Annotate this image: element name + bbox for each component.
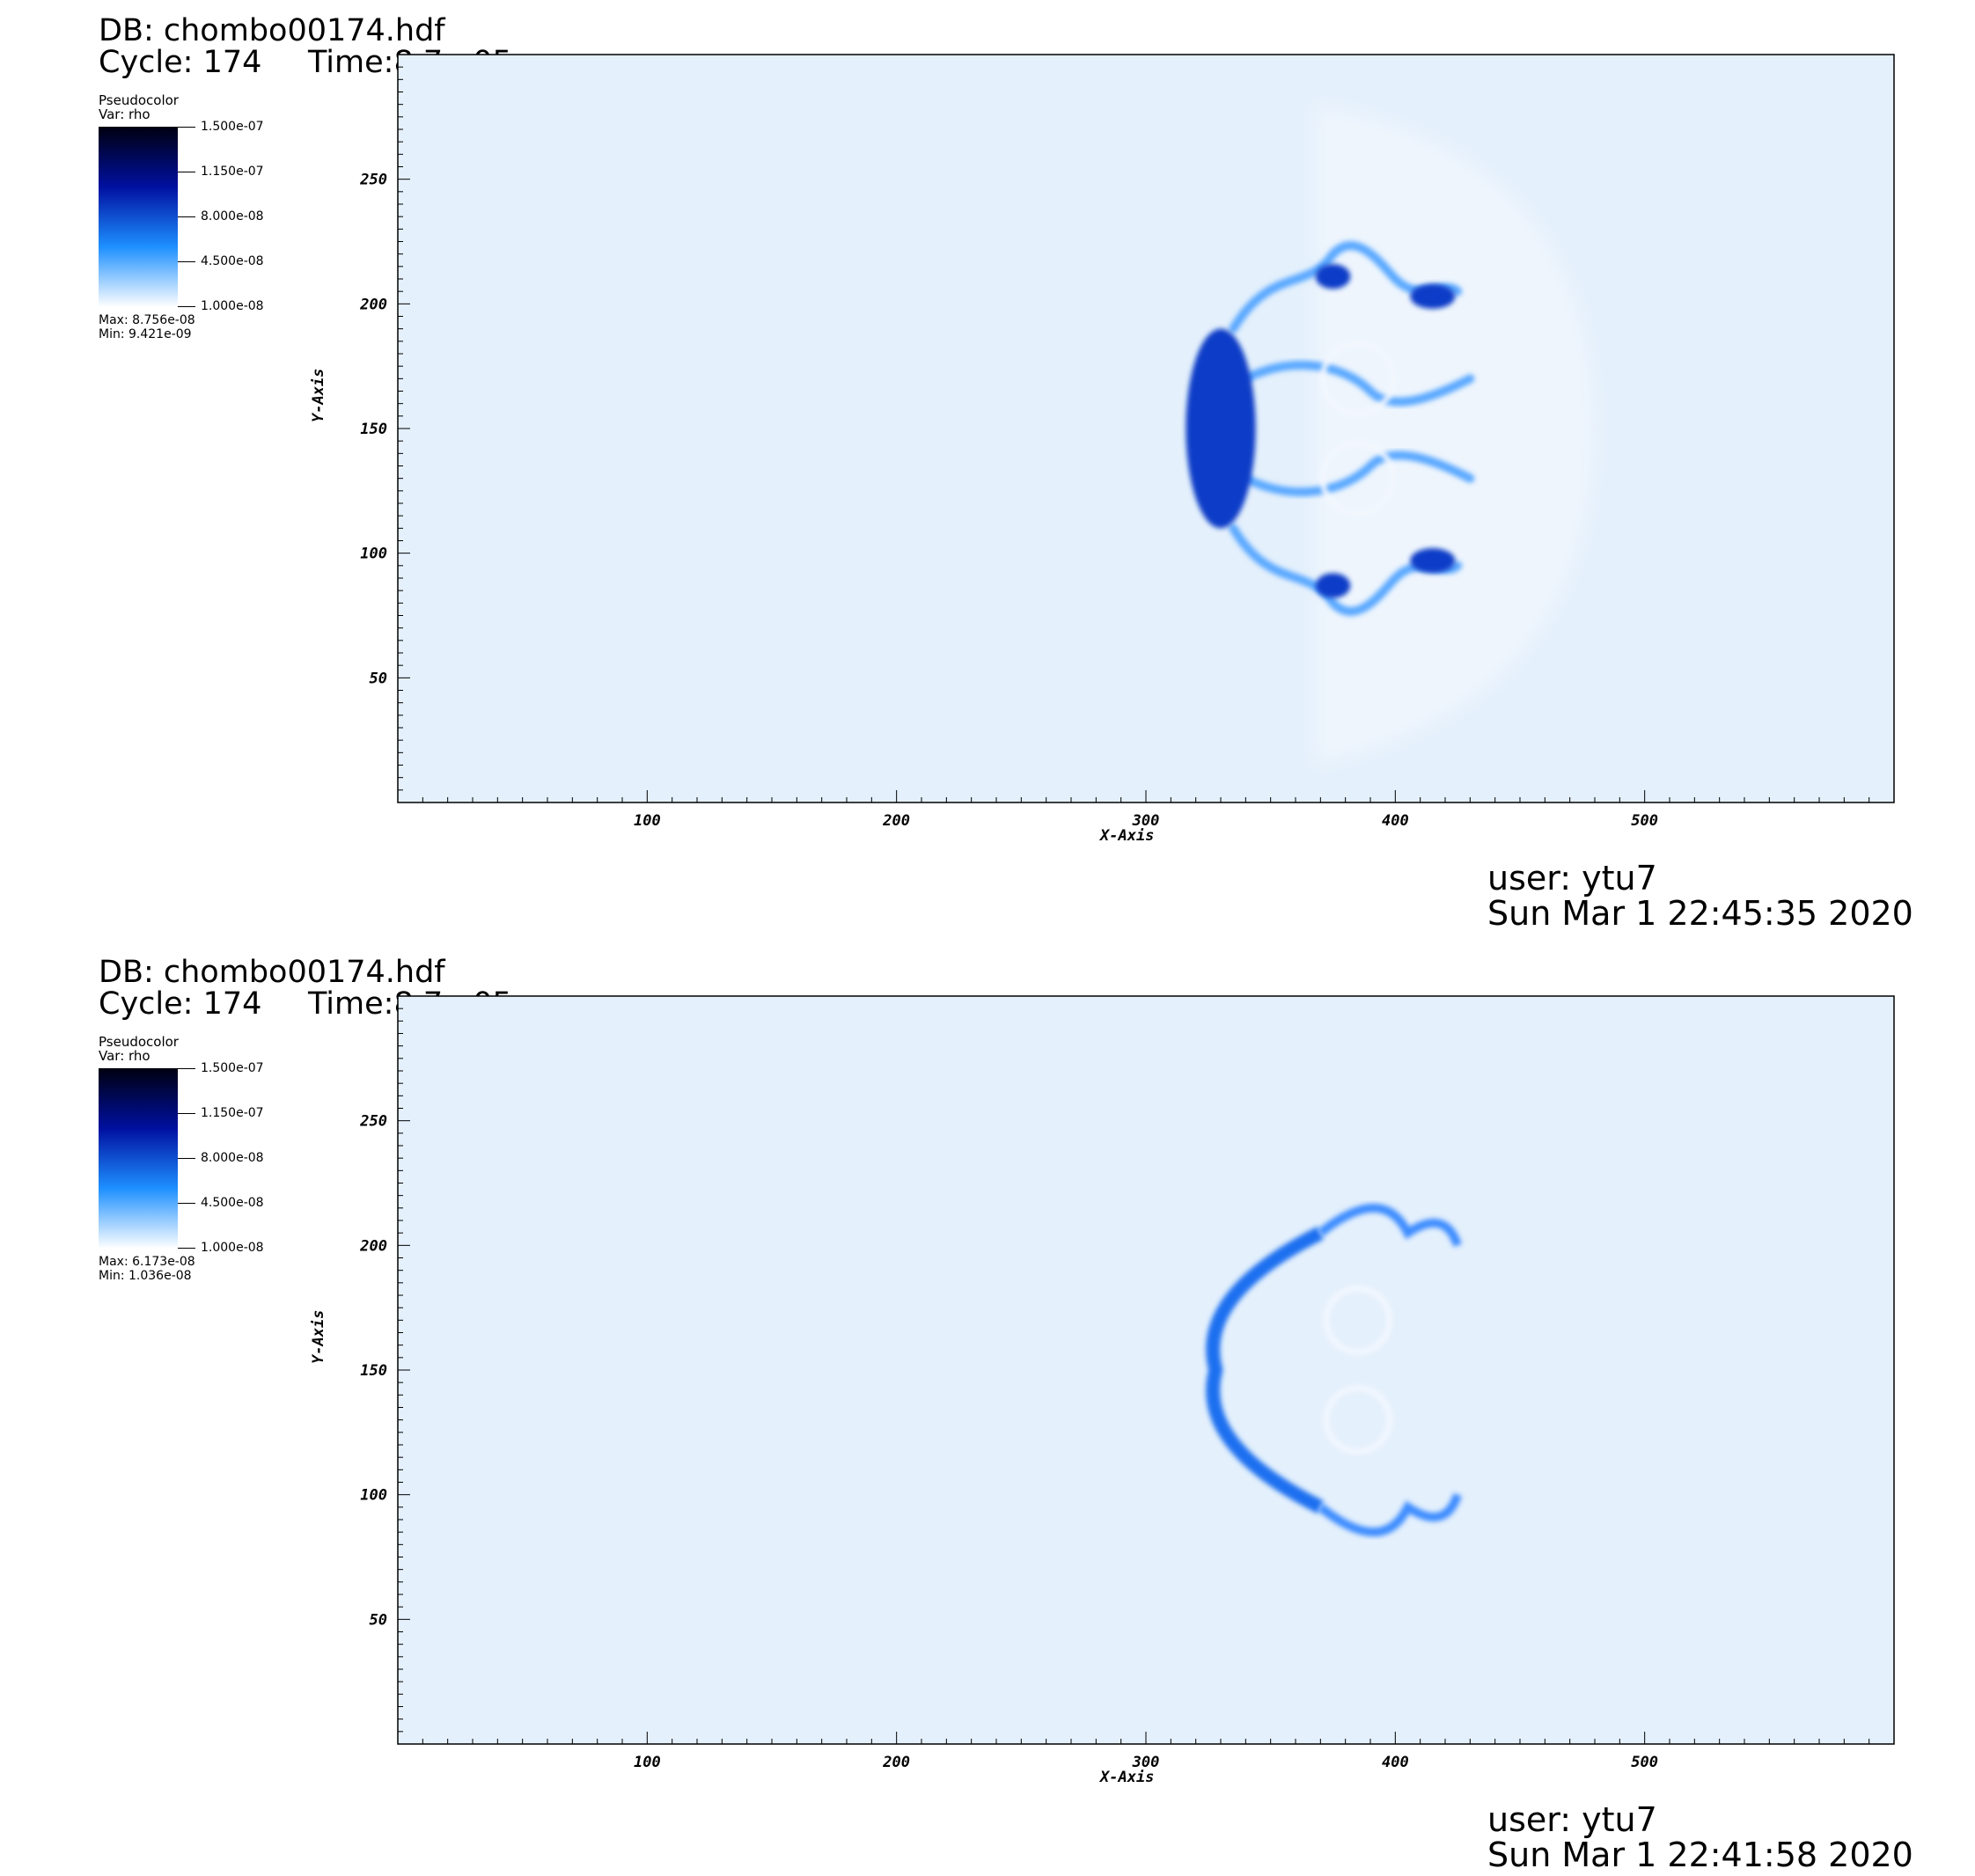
database-label: DB: chombo00174.hdf [99, 13, 445, 48]
density-structure [1186, 104, 1595, 766]
vortex-ring [1323, 1286, 1392, 1355]
date-label: Sun Mar 1 22:45:35 2020 [1487, 894, 1913, 933]
density-filament [1318, 1203, 1462, 1248]
heatmap-plot: 100 200 300 400 500 50 100 150 200 250 [359, 54, 1895, 830]
x-tick-label: 300 [1132, 1754, 1160, 1771]
y-axis-title: Y-Axis [310, 1309, 327, 1364]
cycle-label: Cycle: 174 [99, 986, 262, 1022]
x-tick-label: 500 [1631, 812, 1658, 830]
colorbar-tick-label: 1.150e-07 [201, 1106, 264, 1120]
plot-panel-bottom: DB: chombo00174.hdf Cycle: 174 Time:8.7e… [0, 942, 1975, 1876]
colorbar-tick-label: 4.500e-08 [201, 254, 264, 268]
legend-variable: Var: rho [99, 1048, 151, 1064]
vortex-ring [1323, 1385, 1392, 1455]
colorbar-tick [178, 1113, 195, 1114]
x-tick-label: 100 [634, 812, 661, 830]
x-tick-label: 500 [1631, 1754, 1658, 1771]
legend-max: Max: 8.756e-08 [99, 313, 195, 327]
colorbar-tick [178, 1158, 195, 1159]
colorbar-tick-label: 1.000e-08 [201, 1241, 264, 1255]
cycle-label: Cycle: 174 [99, 45, 262, 80]
x-tick-label: 100 [634, 1754, 661, 1771]
density-filament [1241, 451, 1475, 497]
colorbar-tick-label: 1.500e-07 [201, 1061, 264, 1075]
legend-max: Max: 6.173e-08 [99, 1255, 195, 1269]
colorbar-tick-label: 8.000e-08 [201, 209, 264, 224]
colorbar-tick [178, 1203, 195, 1204]
colorbar-tick [178, 261, 195, 262]
y-tick-label: 150 [360, 421, 387, 438]
x-tick-label: 400 [1382, 812, 1409, 830]
colorbar-tick-label: 1.150e-07 [201, 165, 264, 179]
x-axis-title: X-Axis [1100, 827, 1155, 845]
density-clump [1410, 283, 1456, 310]
x-tick-label: 200 [882, 812, 910, 830]
density-clump [1410, 548, 1456, 574]
user-label: user: ytu7 [1487, 1800, 1657, 1839]
legend-variable: Var: rho [99, 106, 151, 122]
density-clump [1315, 264, 1351, 289]
heatmap-plot: 100 200 300 400 500 50 100 150 200 250 [359, 995, 1895, 1771]
x-tick-label: 200 [882, 1754, 910, 1771]
density-filament [1241, 360, 1475, 407]
density-filament [1318, 1492, 1462, 1537]
vortex-ring [1319, 341, 1396, 417]
shock-front [1206, 1227, 1324, 1513]
colorbar [99, 1068, 178, 1249]
database-label: DB: chombo00174.hdf [99, 955, 445, 990]
colorbar-tick [178, 216, 195, 217]
y-tick-label: 100 [360, 1487, 387, 1505]
y-tick-label: 50 [370, 1611, 387, 1629]
colorbar-tick [178, 306, 195, 307]
colorbar-tick-label: 4.500e-08 [201, 1196, 264, 1210]
y-tick-label: 150 [360, 1362, 387, 1380]
plot-panel-top: DB: chombo00174.hdf Cycle: 174 Time:8.7e… [0, 0, 1975, 934]
legend-min: Min: 9.421e-09 [99, 327, 192, 341]
legend-title: Pseudocolor [99, 1034, 179, 1050]
y-tick-label: 250 [359, 1113, 387, 1131]
colorbar-tick-label: 1.000e-08 [201, 299, 264, 313]
colorbar-tick [178, 127, 195, 128]
date-label: Sun Mar 1 22:41:58 2020 [1487, 1836, 1913, 1874]
user-label: user: ytu7 [1487, 859, 1657, 898]
colorbar-tick [178, 1248, 195, 1249]
colorbar [99, 127, 178, 307]
y-tick-label: 200 [359, 1237, 387, 1255]
colorbar-tick-label: 8.000e-08 [201, 1151, 264, 1165]
y-axis-title: Y-Axis [310, 368, 327, 422]
x-tick-label: 300 [1132, 812, 1160, 830]
legend-min: Min: 1.036e-08 [99, 1269, 192, 1283]
density-clump [1315, 573, 1351, 598]
y-tick-label: 250 [359, 172, 387, 189]
colorbar-tick [178, 1068, 195, 1069]
x-axis-title: X-Axis [1100, 1769, 1155, 1786]
plot-background [398, 996, 1894, 1744]
x-tick-label: 400 [1382, 1754, 1409, 1771]
y-tick-label: 100 [360, 546, 387, 563]
y-tick-label: 200 [359, 296, 387, 313]
density-structure [1206, 1203, 1462, 1537]
vortex-ring [1319, 440, 1396, 517]
density-clump [1186, 328, 1256, 529]
plot-background [398, 55, 1894, 802]
y-tick-label: 50 [370, 670, 387, 687]
colorbar-tick-label: 1.500e-07 [201, 120, 264, 134]
legend-title: Pseudocolor [99, 92, 179, 108]
